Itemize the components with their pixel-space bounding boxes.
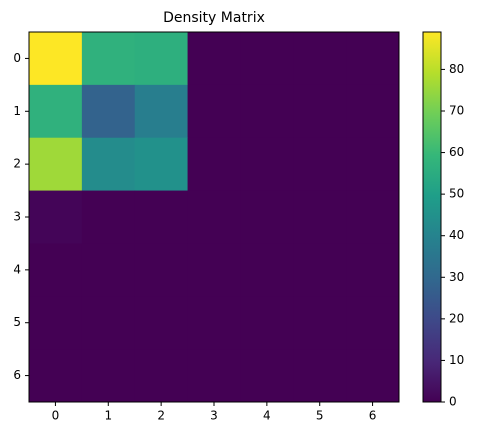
heatmap-cell xyxy=(29,32,83,86)
heatmap-cell xyxy=(293,243,347,297)
heatmap-cell xyxy=(29,296,83,350)
x-tick-label: 3 xyxy=(210,409,218,423)
colorbar-tick-label: 70 xyxy=(449,103,464,117)
colorbar-tick-label: 40 xyxy=(449,228,464,242)
chart-title: Density Matrix xyxy=(163,10,265,26)
heatmap-cell xyxy=(134,84,189,139)
heatmap-cell xyxy=(29,243,83,297)
x-tick-label: 6 xyxy=(369,409,377,423)
heatmap-cell xyxy=(187,349,241,403)
heatmap-cell xyxy=(293,296,347,350)
heatmap-cell xyxy=(81,349,136,403)
x-tick-label: 2 xyxy=(157,409,165,423)
x-tick-label: 1 xyxy=(104,409,112,423)
x-tick-label: 4 xyxy=(263,409,271,423)
heatmap-cell xyxy=(293,84,347,139)
heatmap-cell xyxy=(134,32,189,86)
heatmap-cell xyxy=(134,137,189,192)
colorbar-tick-label: 80 xyxy=(449,62,464,76)
x-tick-label: 5 xyxy=(316,409,324,423)
heatmap-cell xyxy=(81,190,136,244)
heatmap-cell xyxy=(346,137,400,192)
heatmap-cell xyxy=(240,137,294,192)
heatmap-cell xyxy=(240,84,294,139)
y-tick-label: 5 xyxy=(13,315,21,329)
heatmap-cell xyxy=(81,243,136,297)
heatmap-cell xyxy=(187,296,241,350)
heatmap-cell xyxy=(187,32,241,86)
colorbar-tick-label: 50 xyxy=(449,187,464,201)
colorbar-tick-label: 30 xyxy=(449,270,464,284)
heatmap-cell xyxy=(293,32,347,86)
y-tick-label: 2 xyxy=(13,157,21,171)
heatmap-cell xyxy=(81,32,136,86)
heatmap-cell xyxy=(240,32,294,86)
heatmap-cell xyxy=(134,349,189,403)
heatmap-cell xyxy=(81,137,136,192)
heatmap-cell xyxy=(293,190,347,244)
heatmap-cell xyxy=(293,349,347,403)
heatmap-cell xyxy=(187,190,241,244)
y-tick-label: 6 xyxy=(13,368,21,382)
heatmap-cell xyxy=(240,243,294,297)
heatmap-cell xyxy=(134,190,189,244)
y-tick-label: 1 xyxy=(13,104,21,118)
heatmap-cell xyxy=(240,296,294,350)
heatmap-cell xyxy=(134,243,189,297)
heatmap-cell xyxy=(346,84,400,139)
heatmap-cell xyxy=(346,243,400,297)
heatmap-cell xyxy=(346,190,400,244)
x-tick-label: 0 xyxy=(52,409,60,423)
colorbar-tick-label: 60 xyxy=(449,145,464,159)
colorbar-tick-label: 20 xyxy=(449,311,464,325)
heatmap-cell xyxy=(29,84,83,139)
heatmap-cell xyxy=(346,349,400,403)
heatmap-cell xyxy=(293,137,347,192)
heatmap-cell xyxy=(240,349,294,403)
heatmap-cell xyxy=(81,296,136,350)
heatmap-cell xyxy=(187,137,241,192)
heatmap-cell xyxy=(187,84,241,139)
colorbar xyxy=(422,31,442,403)
heatmap-cell xyxy=(29,137,83,192)
heatmap-cell xyxy=(346,32,400,86)
colorbar-tick-label: 0 xyxy=(449,395,457,409)
colorbar-tick-label: 10 xyxy=(449,353,464,367)
heatmap-cell xyxy=(81,84,136,139)
y-tick-label: 3 xyxy=(13,210,21,224)
y-tick-label: 4 xyxy=(13,262,21,276)
heatmap-cell xyxy=(134,296,189,350)
heatmap-cell xyxy=(187,243,241,297)
heatmap-cell xyxy=(29,190,83,244)
heatmap-cell xyxy=(346,296,400,350)
y-tick-label: 0 xyxy=(13,51,21,65)
heatmap-cell xyxy=(240,190,294,244)
heatmap-cell xyxy=(29,349,83,403)
